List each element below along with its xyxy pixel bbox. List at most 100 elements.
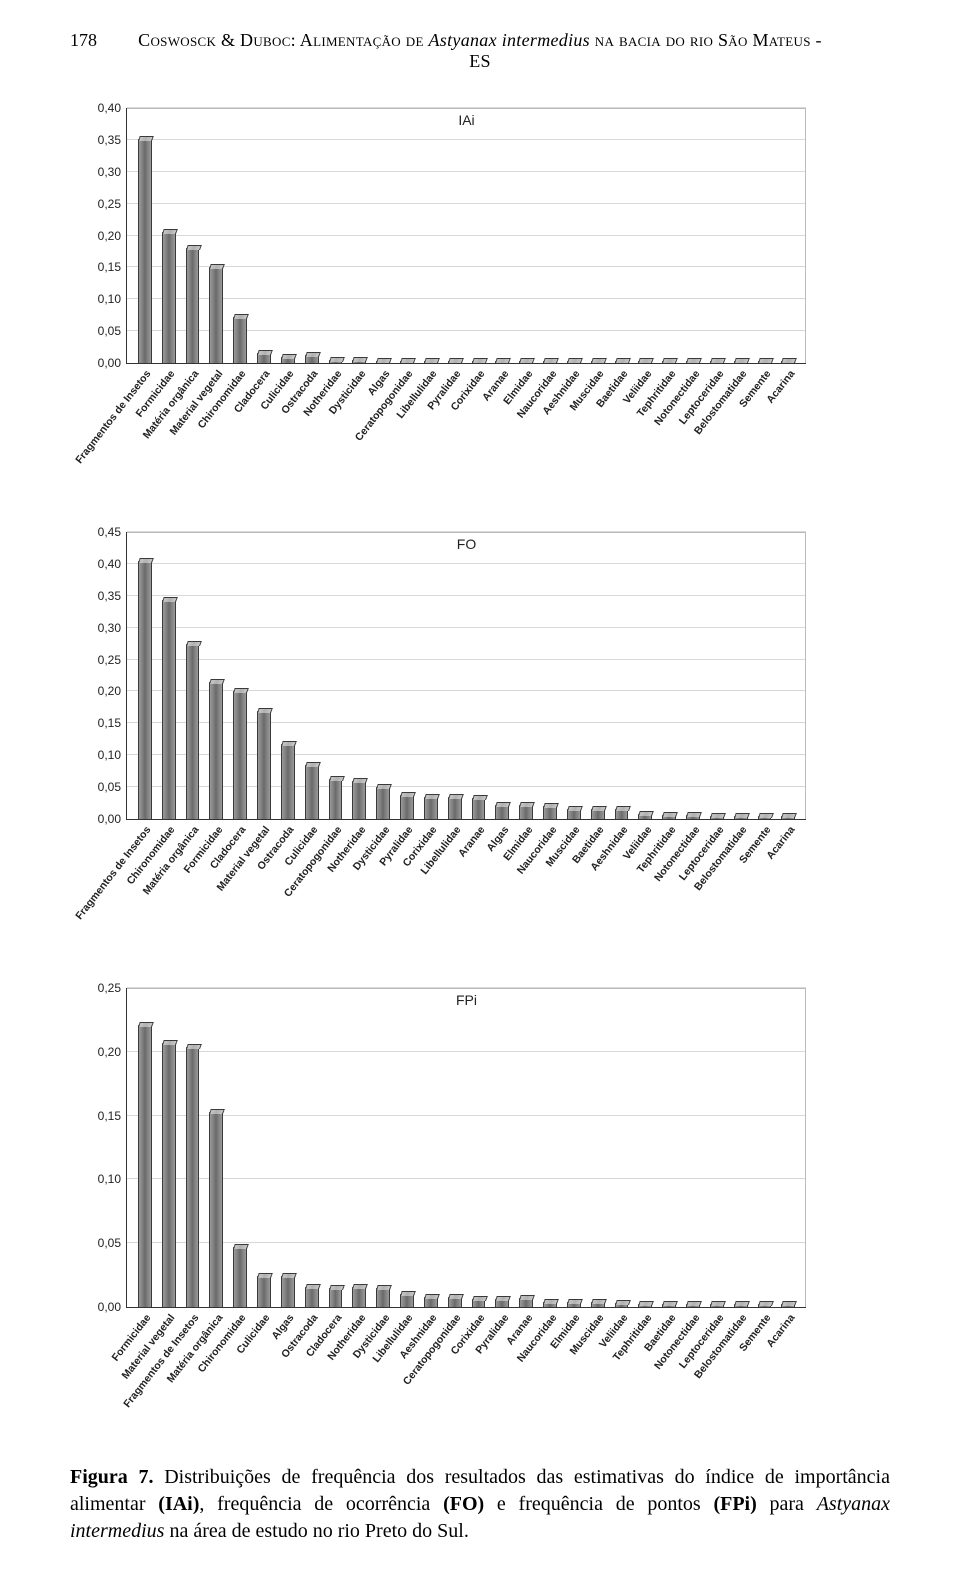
bar-slot — [681, 532, 705, 819]
bar-slot — [657, 988, 681, 1307]
ytick-label: 0,05 — [98, 1236, 127, 1250]
bar-slot — [657, 108, 681, 363]
bar-slot — [586, 532, 610, 819]
bar — [352, 360, 366, 363]
bar — [734, 1304, 748, 1307]
bar-slot — [157, 108, 181, 363]
bar-slot — [324, 988, 348, 1307]
bar — [686, 815, 700, 819]
bar-slot — [228, 532, 252, 819]
bars-container — [127, 108, 806, 363]
bar-slot — [514, 532, 538, 819]
bar — [233, 317, 247, 363]
bar-slot — [371, 532, 395, 819]
bar — [424, 361, 438, 363]
bar-slot — [633, 532, 657, 819]
bar — [567, 361, 581, 363]
bar — [591, 809, 605, 819]
bar-slot — [252, 532, 276, 819]
bar-slot — [228, 988, 252, 1307]
bar-slot — [276, 532, 300, 819]
bar-slot — [300, 532, 324, 819]
figure-caption: Figura 7. Distribuições de frequência do… — [70, 1464, 890, 1545]
bar — [448, 1297, 462, 1307]
bar-slot — [657, 532, 681, 819]
bar-slot — [324, 108, 348, 363]
bar — [400, 795, 414, 819]
bar-slot — [228, 108, 252, 363]
xlabels: Fragmentos de InsetosFormicidaeMatéria o… — [126, 364, 806, 484]
ytick-label: 0,30 — [98, 165, 127, 179]
ytick-label: 0,00 — [98, 1300, 127, 1314]
chart-fo: 0,000,050,100,150,200,250,300,350,400,45… — [126, 532, 890, 940]
bar — [758, 361, 772, 363]
bar-slot — [729, 532, 753, 819]
bar — [448, 797, 462, 819]
bar-slot — [490, 532, 514, 819]
bar — [495, 1299, 509, 1307]
bar — [472, 361, 486, 363]
bar-slot — [753, 988, 777, 1307]
ytick-label: 0,20 — [98, 229, 127, 243]
ytick-label: 0,00 — [98, 812, 127, 826]
bar-slot — [443, 988, 467, 1307]
bar — [162, 232, 176, 363]
bar — [186, 1047, 200, 1307]
bar — [186, 248, 200, 363]
ytick-label: 0,15 — [98, 260, 127, 274]
bar-slot — [562, 108, 586, 363]
bar — [448, 361, 462, 363]
bar — [567, 1302, 581, 1307]
bar — [662, 361, 676, 363]
bar — [543, 806, 557, 819]
bar — [305, 355, 319, 363]
chart-iai: 0,000,050,100,150,200,250,300,350,40IAiF… — [126, 108, 890, 484]
bar — [758, 816, 772, 819]
bar — [591, 1302, 605, 1307]
bar — [758, 1304, 772, 1307]
plot-frame: 0,000,050,100,150,200,250,300,350,40IAi — [126, 108, 806, 364]
bar — [543, 361, 557, 363]
bar — [352, 1287, 366, 1307]
bar — [233, 691, 247, 819]
bar — [686, 1304, 700, 1307]
bar-slot — [514, 988, 538, 1307]
bar — [567, 809, 581, 819]
plot-frame: 0,000,050,100,150,200,250,300,350,400,45… — [126, 532, 806, 820]
ytick-label: 0,10 — [98, 748, 127, 762]
bar-slot — [324, 532, 348, 819]
bar — [543, 1302, 557, 1307]
bar-slot — [204, 108, 228, 363]
bar-slot — [157, 988, 181, 1307]
bar — [305, 1287, 319, 1307]
ytick-label: 0,35 — [98, 589, 127, 603]
bar — [329, 360, 343, 363]
bar — [686, 361, 700, 363]
bar — [734, 361, 748, 363]
bar — [781, 361, 795, 363]
bar — [329, 1288, 343, 1307]
ytick-label: 0,30 — [98, 621, 127, 635]
bar — [281, 744, 295, 819]
bar-slot — [538, 108, 562, 363]
bar — [424, 1297, 438, 1307]
bar-slot — [395, 532, 419, 819]
xlabels: Fragmentos de InsetosChironomidaeMatéria… — [126, 820, 806, 940]
bar — [233, 1247, 247, 1307]
ytick-label: 0,40 — [98, 557, 127, 571]
bar-slot — [157, 532, 181, 819]
bar-slot — [610, 532, 634, 819]
ytick-label: 0,10 — [98, 292, 127, 306]
ytick-label: 0,10 — [98, 1172, 127, 1186]
bar — [472, 1299, 486, 1307]
bar-slot — [347, 532, 371, 819]
bar — [615, 809, 629, 819]
bars-container — [127, 988, 806, 1307]
running-header: 178 Coswosck & Duboc: Alimentação de Ast… — [70, 30, 890, 72]
bar — [209, 267, 223, 363]
plot-frame: 0,000,050,100,150,200,25FPi — [126, 988, 806, 1308]
bar — [138, 1025, 152, 1307]
bar-slot — [300, 988, 324, 1307]
bar-slot — [562, 532, 586, 819]
bar — [400, 361, 414, 363]
